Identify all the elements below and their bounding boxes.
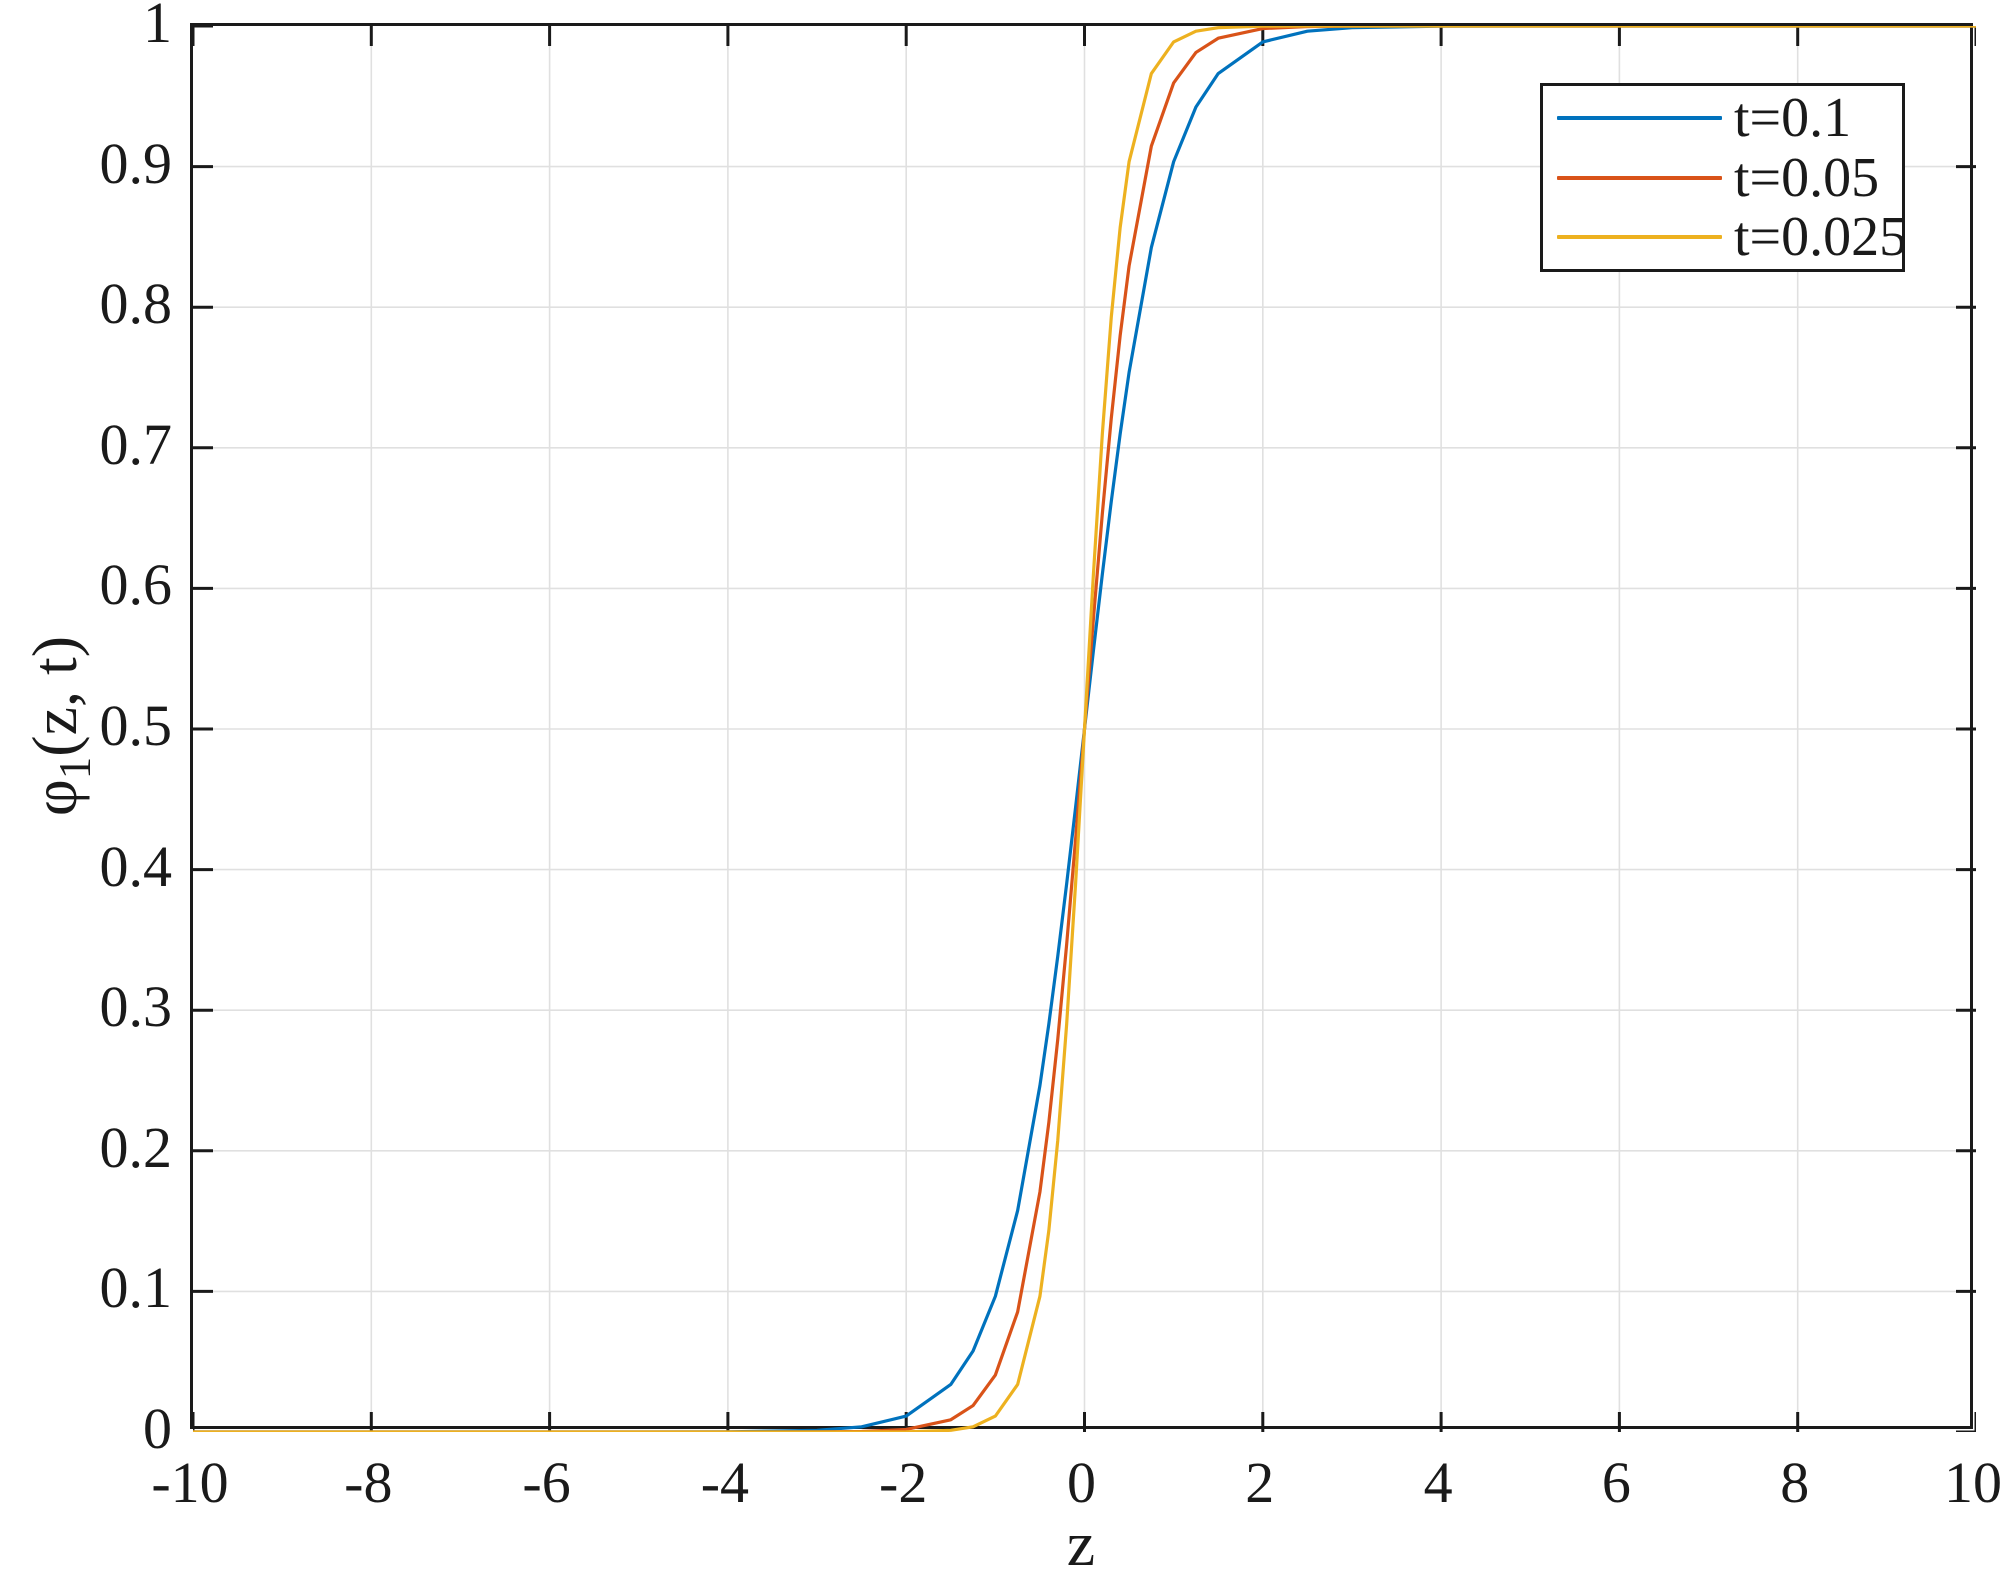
y-axis-label-symbol: φ <box>19 779 90 817</box>
legend-label: t=0.025 <box>1734 206 1908 269</box>
y-tick-label: 0.7 <box>99 411 173 477</box>
y-tick-label: 0.8 <box>99 271 173 337</box>
x-tick-label: 10 <box>1944 1450 2000 1515</box>
y-axis-label-subscript: 1 <box>49 756 100 780</box>
x-tick-label: 2 <box>1245 1450 1275 1515</box>
y-tick-label: 0 <box>143 1396 172 1461</box>
legend-entry: t=0.025 <box>1543 209 1907 265</box>
y-tick-label: 0.3 <box>99 974 173 1040</box>
legend-label: t=0.1 <box>1734 86 1852 149</box>
y-axis-label-args: (z, t) <box>19 635 90 757</box>
legend-entry: t=0.1 <box>1543 90 1902 146</box>
x-tick-label: 4 <box>1423 1450 1453 1515</box>
x-tick-label: -8 <box>344 1450 393 1515</box>
y-axis-label: φ1(z, t) <box>19 636 100 816</box>
legend-line-sample <box>1557 235 1722 240</box>
x-tick-label: -4 <box>700 1450 750 1515</box>
x-tick-label: -6 <box>522 1450 571 1515</box>
y-tick-label: 0.6 <box>99 552 173 618</box>
x-axis-label: z <box>1066 1508 1096 1579</box>
legend-label: t=0.05 <box>1734 146 1880 209</box>
y-tick-label: 0.4 <box>99 833 173 899</box>
legend-line-sample <box>1557 175 1722 180</box>
legend: t=0.1 t=0.05 t=0.025 <box>1540 83 1907 272</box>
x-tick-label: 8 <box>1780 1450 1810 1515</box>
series-line-t=0.025 <box>193 26 1976 1432</box>
x-tick-label: 6 <box>1601 1450 1631 1515</box>
y-tick-label: 0.9 <box>99 130 173 196</box>
legend-line-sample <box>1557 115 1722 120</box>
legend-entry: t=0.05 <box>1543 150 1902 206</box>
y-tick-label: 0.1 <box>99 1255 173 1321</box>
x-tick-label: -10 <box>151 1450 229 1515</box>
y-tick-label: 0.2 <box>99 1114 173 1180</box>
x-tick-label: -2 <box>879 1450 928 1515</box>
y-tick-label: 0.5 <box>99 693 173 758</box>
x-tick-label: 0 <box>1067 1450 1096 1515</box>
y-tick-label: 1 <box>143 0 172 55</box>
